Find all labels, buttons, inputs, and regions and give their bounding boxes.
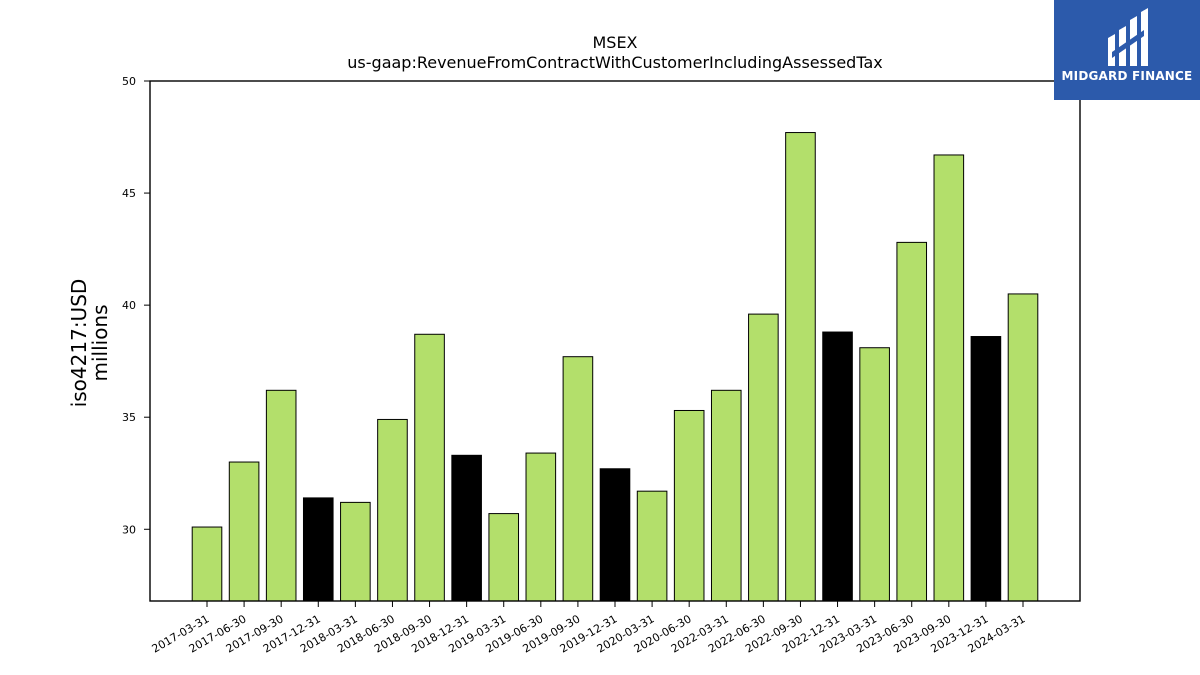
bar-2017-09-30 [265, 389, 297, 602]
y-tick-label: 40 [122, 299, 136, 312]
chart-subtitle: us-gaap:RevenueFromContractWithCustomerI… [347, 53, 882, 72]
bar-2018-12-31 [451, 454, 482, 602]
bar-2020-06-30 [673, 409, 705, 602]
bar-2023-09-30 [933, 154, 965, 602]
bar-2018-09-30 [414, 333, 445, 602]
bars-group [191, 132, 1039, 602]
y-tick-label: 30 [122, 523, 136, 536]
bar-2019-06-30 [525, 452, 557, 602]
bar-2022-03-31 [710, 389, 742, 602]
bar-2020-03-31 [636, 490, 668, 602]
brand-logo: MIDGARD FINANCE [1054, 0, 1200, 100]
bar-2024-03-31 [1007, 293, 1039, 602]
midgard-logo-icon [1108, 8, 1148, 66]
bar-2022-06-30 [748, 313, 779, 602]
bar-2019-03-31 [488, 513, 520, 602]
bar-2017-06-30 [228, 461, 260, 602]
bar-2019-12-31 [599, 468, 631, 602]
bar-2023-03-31 [859, 347, 890, 602]
y-axis-label: iso4217:USD [67, 279, 91, 408]
bar-2023-06-30 [896, 241, 928, 602]
y-tick-label: 35 [122, 411, 136, 424]
bar-2022-12-31 [822, 331, 853, 602]
y-axis-unit-label: millions [88, 304, 112, 381]
bar-2017-12-31 [302, 497, 334, 602]
y-tick-label: 45 [122, 187, 136, 200]
x-axis-ticks: 2017-03-312017-06-302017-09-302017-12-31… [150, 601, 1028, 656]
chart-title: MSEX [592, 33, 637, 52]
plot-frame [149, 80, 1081, 602]
bar-2017-03-31 [191, 526, 223, 602]
bar-2018-06-30 [377, 418, 408, 602]
bar-2019-09-30 [562, 356, 594, 602]
bar-2023-12-31 [970, 336, 1002, 602]
y-tick-label: 50 [122, 75, 136, 88]
brand-name: MIDGARD FINANCE [1061, 69, 1193, 83]
bar-2018-03-31 [340, 501, 371, 602]
y-axis-ticks: 30 35 40 45 50 [122, 75, 150, 536]
bar-2022-09-30 [785, 132, 816, 602]
